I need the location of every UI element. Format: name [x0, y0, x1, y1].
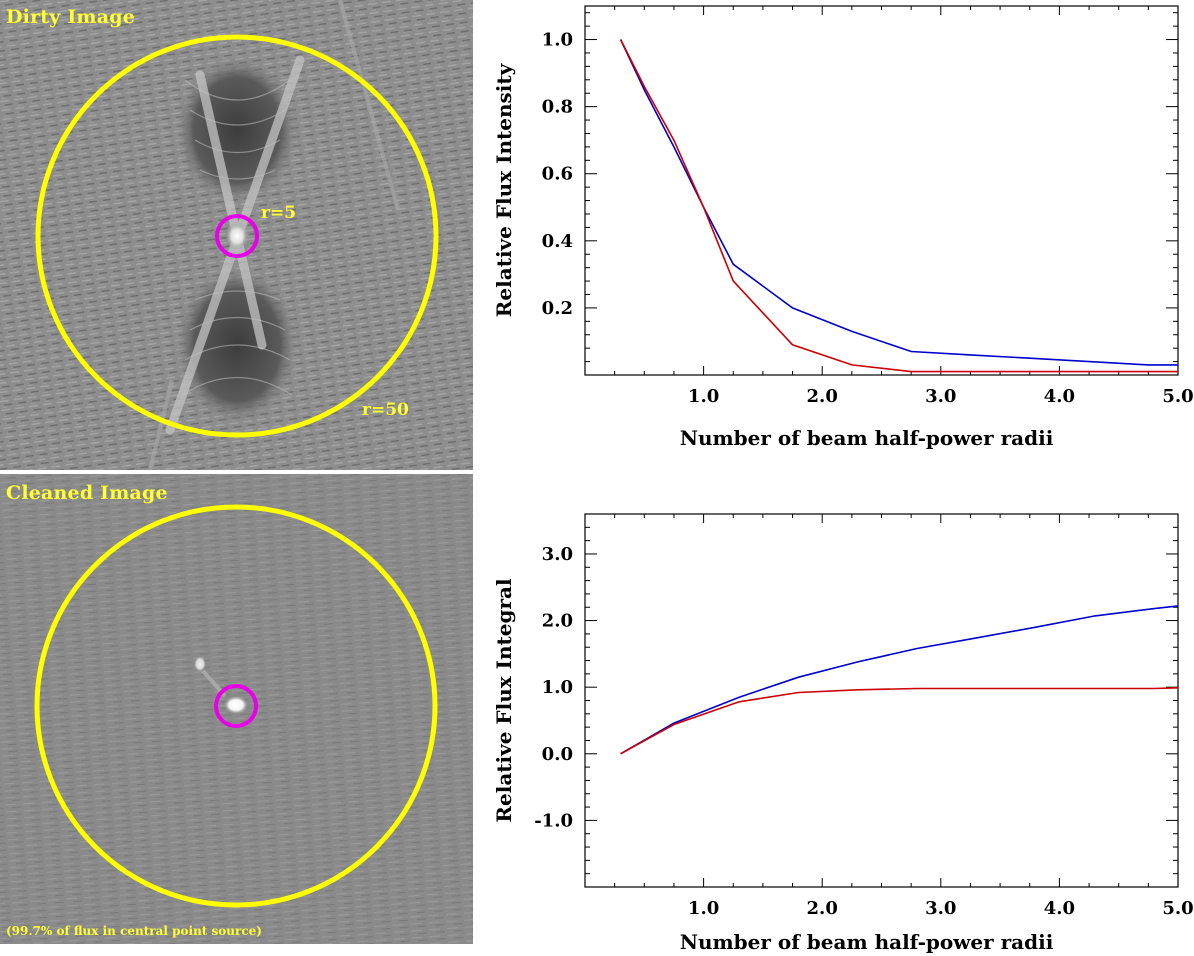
r50-label: r=50	[362, 400, 409, 420]
central-point-source	[224, 696, 248, 714]
r5-circle	[214, 684, 258, 728]
x-tick-label: 5.0	[1162, 386, 1193, 407]
x-axis-label: Number of beam half-power radii	[680, 930, 1054, 954]
x-tick-label: 2.0	[807, 386, 838, 407]
upper-sidelobe	[175, 55, 299, 205]
cleaned-image-title: Cleaned Image	[6, 482, 168, 504]
y-tick-label: 0.4	[542, 231, 573, 252]
series-line-red	[619, 39, 1178, 373]
series-line-blue	[620, 605, 1179, 755]
x-tick-label: 4.0	[1044, 386, 1075, 407]
cleaned-image-panel: Cleaned Image (99.7% of flux in central …	[0, 474, 473, 944]
x-tick-label: 4.0	[1044, 898, 1075, 919]
x-tick-label: 2.0	[807, 898, 838, 919]
r50-circle	[35, 34, 439, 438]
x-tick-label: 3.0	[925, 386, 956, 407]
y-tick-label: 1.0	[542, 30, 573, 51]
x-tick-label: 1.0	[688, 898, 719, 919]
dirty-image-title: Dirty Image	[6, 6, 136, 28]
y-tick-label: 0.2	[542, 298, 573, 319]
y-tick-label: 0.6	[542, 164, 573, 185]
y-tick-label: -1.0	[534, 810, 573, 831]
y-tick-label: 1.0	[542, 677, 573, 698]
x-tick-label: 1.0	[688, 386, 719, 407]
panel-divider	[0, 470, 473, 474]
r5-circle	[215, 214, 259, 258]
faint-streaks	[148, 0, 400, 470]
integral-chart: 1.0 2.0 3.0 4.0 5.0 -1.0 0.0 1.0 2.0 3.0 Number of…	[492, 513, 1194, 954]
dirty-image-panel: Dirty Image r=5 r=50	[0, 0, 473, 470]
plot-frame	[584, 5, 1179, 376]
x-axis-label: Number of beam half-power radii	[680, 426, 1054, 450]
x-tick-label: 5.0	[1162, 898, 1193, 919]
flux-caption: (99.7% of flux in central point source)	[6, 924, 262, 938]
intensity-chart: 1.0 2.0 3.0 4.0 5.0 0.2 0.4 0.6 0.8 1.0 Number of …	[492, 5, 1194, 450]
series-line-blue	[619, 39, 1178, 366]
r5-label: r=5	[261, 203, 297, 223]
central-source	[225, 222, 249, 250]
dirty-image-graphic	[0, 0, 473, 470]
y-axis-label: Relative Flux Intensity	[492, 62, 516, 317]
series-line-red	[620, 687, 1179, 755]
r50-circle	[34, 504, 438, 908]
y-tick-label: 0.0	[542, 744, 573, 765]
y-tick-label: 3.0	[542, 544, 573, 565]
y-tick-label: 2.0	[542, 611, 573, 632]
plot-frame	[584, 513, 1179, 888]
x-tick-label: 3.0	[925, 898, 956, 919]
y-axis-label: Relative Flux Integral	[492, 578, 516, 823]
secondary-source	[194, 656, 206, 672]
y-tick-label: 0.8	[542, 97, 573, 118]
cleaned-image-graphic	[0, 474, 473, 944]
